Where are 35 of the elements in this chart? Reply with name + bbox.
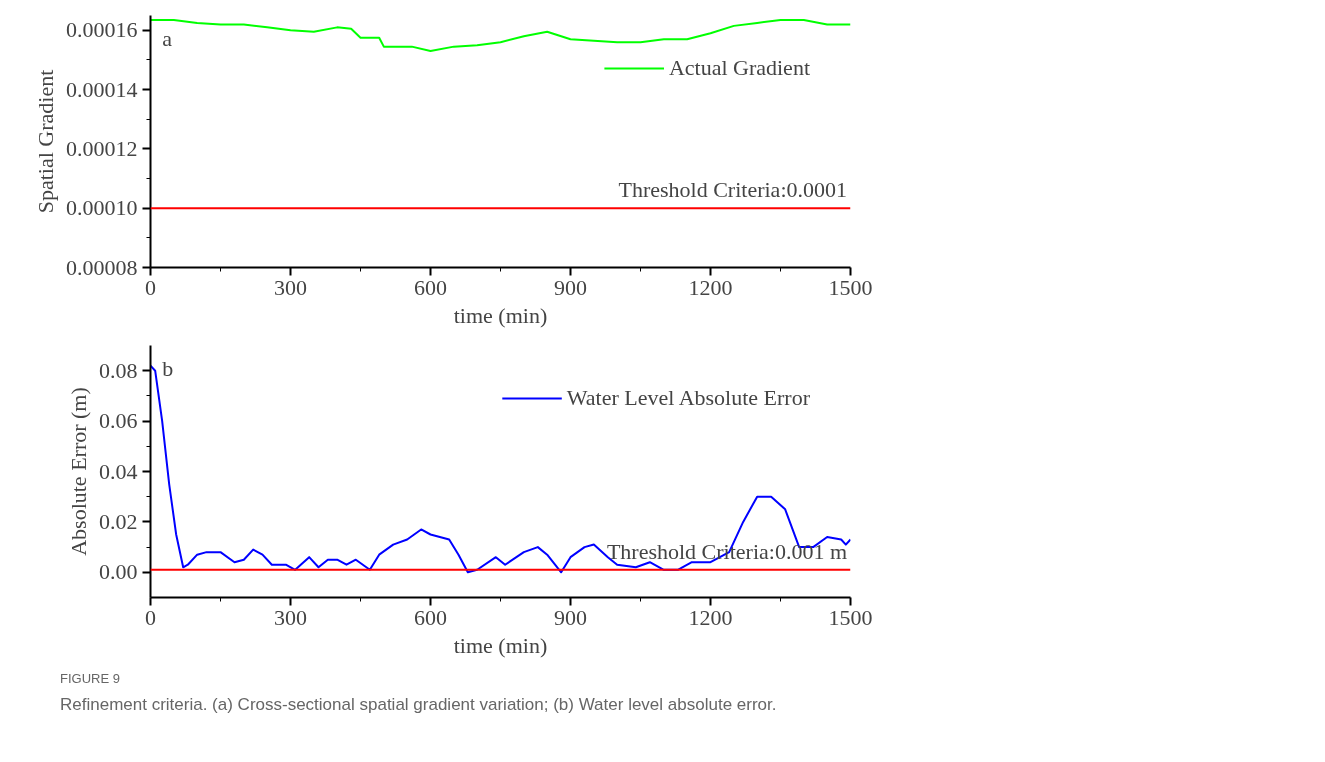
x-axis-title: time (min) — [453, 302, 548, 328]
x-tick-label: 300 — [274, 604, 307, 630]
y-axis-title: Absolute Error (m) — [66, 387, 91, 556]
ref-line-label: Threshold Criteria:0.0001 — [618, 177, 848, 203]
y-tick-label: 0.00014 — [66, 76, 138, 102]
y-tick-label: 0.02 — [99, 508, 138, 534]
y-tick-label: 0.06 — [99, 408, 138, 434]
y-axis-title: Spatial Gradient — [33, 69, 58, 214]
x-tick-label: 300 — [274, 274, 307, 300]
x-tick-label: 1200 — [688, 604, 733, 630]
y-tick-label: 0.00010 — [66, 195, 138, 221]
y-tick-label: 0.00012 — [66, 135, 138, 161]
x-tick-label: 0 — [145, 604, 156, 630]
legend-label: Water Level Absolute Error — [566, 385, 810, 411]
x-tick-label: 600 — [414, 274, 447, 300]
x-tick-label: 1500 — [828, 274, 873, 300]
text: Refinement criteria. (a) Cross-sectional spatial gradient variation; (b) Water level absolute error. — [60, 693, 777, 716]
x-tick-label: 900 — [554, 274, 587, 300]
caption: FIGURE 9 — [60, 670, 121, 688]
annotation: a — [162, 25, 173, 51]
y-tick-label: 0.04 — [99, 458, 138, 484]
y-tick-label: 0.00008 — [66, 254, 138, 280]
x-tick-label: 1200 — [688, 274, 733, 300]
line-series — [150, 18, 851, 53]
x-tick-label: 0 — [145, 274, 156, 300]
x-tick-label: 1500 — [828, 604, 873, 630]
y-tick-label: 0.00016 — [66, 17, 138, 43]
line-series — [150, 364, 851, 574]
y-tick-label: 0.00 — [99, 559, 138, 585]
x-tick-label: 900 — [554, 604, 587, 630]
annotation: b — [162, 355, 174, 381]
y-tick-label: 0.08 — [99, 357, 138, 383]
legend-label: Actual Gradient — [668, 55, 810, 81]
x-axis-title: time (min) — [453, 632, 548, 658]
x-tick-label: 600 — [414, 604, 447, 630]
